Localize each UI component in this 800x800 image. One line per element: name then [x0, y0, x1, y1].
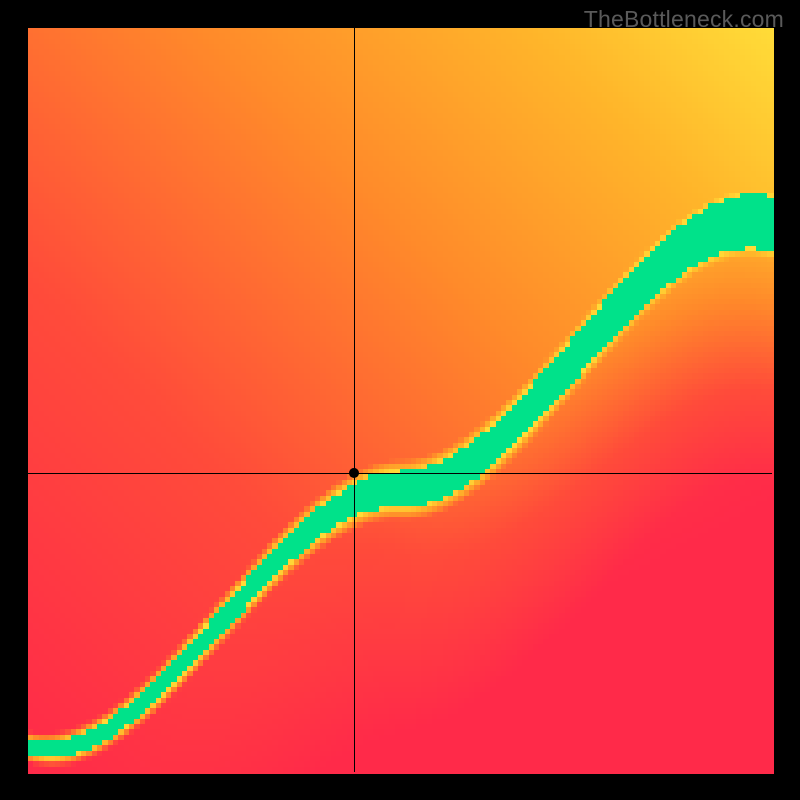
bottleneck-heatmap-canvas [0, 0, 800, 800]
chart-stage: TheBottleneck.com [0, 0, 800, 800]
watermark-text: TheBottleneck.com [584, 6, 784, 33]
